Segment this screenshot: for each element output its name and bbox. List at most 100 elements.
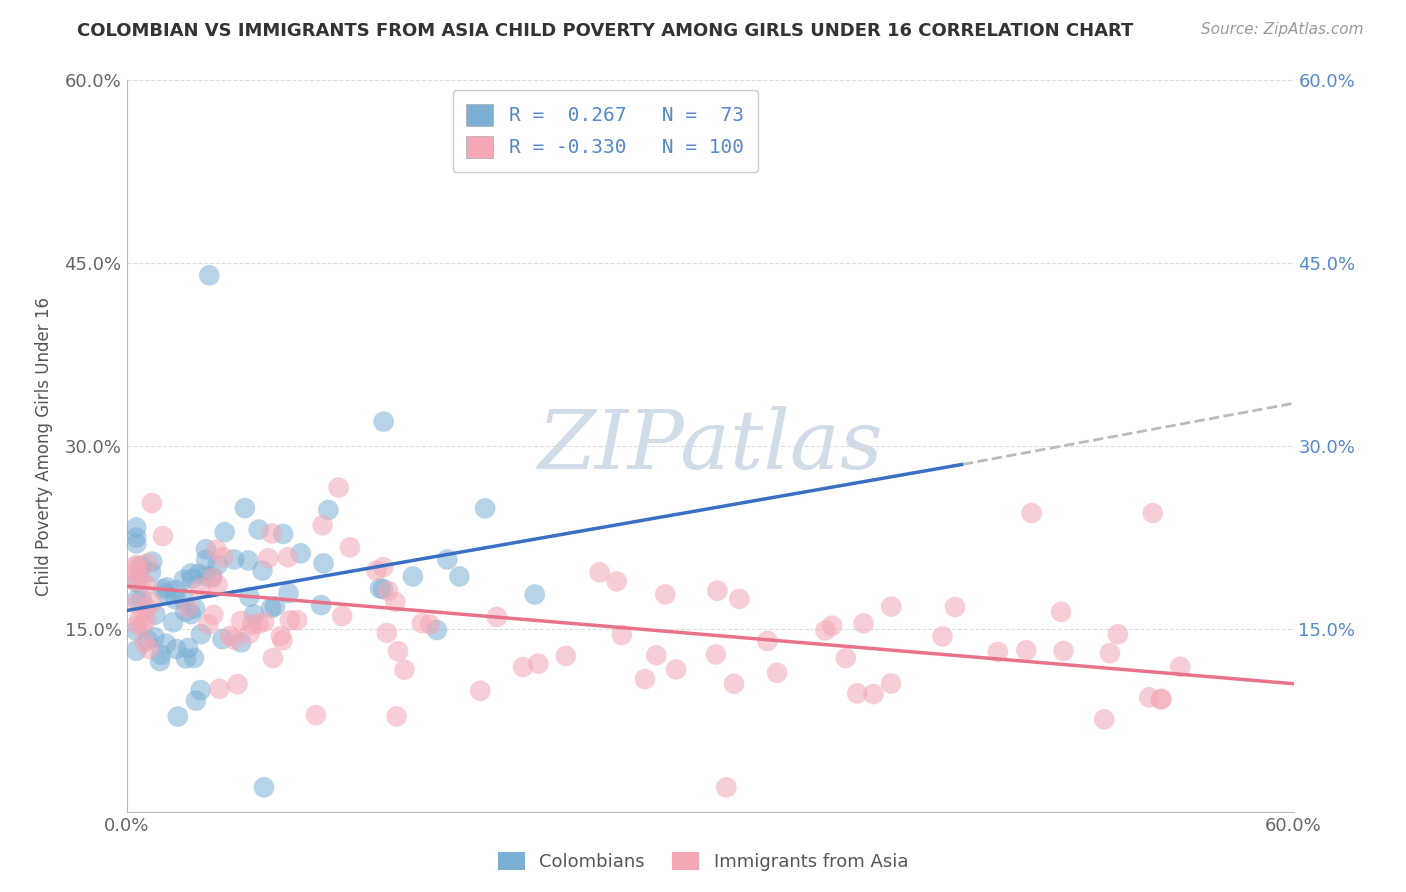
Point [125, 558, 148, 572]
Point [385, 709, 408, 723]
Point [523, 587, 546, 601]
Point [402, 569, 425, 583]
Point [814, 624, 837, 638]
Point [485, 610, 508, 624]
Text: ZIPatlas: ZIPatlas [537, 406, 883, 486]
Point [207, 558, 229, 572]
Point [852, 616, 875, 631]
Point [665, 662, 688, 676]
Point [128, 612, 150, 626]
Point [880, 676, 903, 690]
Point [125, 520, 148, 534]
Point [197, 617, 219, 632]
Y-axis label: Child Poverty Among Girls Under 16: Child Poverty Among Girls Under 16 [35, 296, 53, 596]
Point [821, 618, 844, 632]
Point [136, 557, 159, 571]
Point [224, 552, 246, 566]
Point [987, 645, 1010, 659]
Point [610, 628, 633, 642]
Point [183, 651, 205, 665]
Point [247, 616, 270, 631]
Point [411, 616, 433, 631]
Point [756, 634, 779, 648]
Point [426, 623, 449, 637]
Point [180, 566, 202, 581]
Point [527, 657, 550, 671]
Point [247, 523, 270, 537]
Point [162, 615, 184, 630]
Point [143, 607, 166, 622]
Point [134, 635, 156, 649]
Point [931, 629, 953, 643]
Point [253, 615, 276, 629]
Text: Source: ZipAtlas.com: Source: ZipAtlas.com [1201, 22, 1364, 37]
Point [1107, 627, 1129, 641]
Point [554, 648, 576, 663]
Point [165, 642, 187, 657]
Point [150, 648, 173, 662]
Point [208, 681, 231, 696]
Point [716, 780, 738, 795]
Point [285, 613, 308, 627]
Point [125, 566, 148, 580]
Point [174, 651, 197, 665]
Point [1137, 690, 1160, 705]
Point [260, 526, 283, 541]
Point [125, 624, 148, 638]
Point [136, 633, 159, 648]
Point [205, 542, 228, 557]
Point [141, 496, 163, 510]
Point [141, 596, 163, 610]
Point [723, 677, 745, 691]
Legend: Colombians, Immigrants from Asia: Colombians, Immigrants from Asia [491, 845, 915, 879]
Point [371, 582, 394, 596]
Point [264, 599, 287, 614]
Point [257, 551, 280, 566]
Point [125, 574, 148, 588]
Point [131, 592, 153, 607]
Point [194, 569, 217, 583]
Point [606, 574, 628, 589]
Point [270, 629, 292, 643]
Point [305, 708, 328, 723]
Point [835, 651, 858, 665]
Point [190, 627, 212, 641]
Point [449, 569, 471, 583]
Point [1098, 646, 1121, 660]
Point [470, 683, 492, 698]
Point [419, 617, 441, 632]
Point [195, 553, 218, 567]
Point [181, 572, 204, 586]
Point [174, 605, 197, 619]
Point [190, 683, 212, 698]
Point [214, 525, 236, 540]
Point [278, 613, 301, 627]
Point [880, 599, 903, 614]
Point [135, 613, 157, 627]
Point [373, 560, 395, 574]
Point [634, 672, 657, 686]
Point [165, 592, 187, 607]
Point [366, 564, 388, 578]
Point [588, 566, 610, 580]
Legend: R =  0.267   N =  73, R = -0.330   N = 100: R = 0.267 N = 73, R = -0.330 N = 100 [453, 90, 758, 172]
Point [260, 601, 283, 615]
Point [218, 629, 240, 643]
Point [384, 595, 406, 609]
Point [252, 564, 274, 578]
Point [233, 501, 256, 516]
Point [184, 601, 207, 615]
Point [240, 618, 263, 632]
Point [212, 550, 235, 565]
Point [180, 607, 202, 622]
Point [166, 709, 188, 723]
Point [387, 644, 409, 658]
Point [309, 598, 332, 612]
Point [271, 633, 294, 648]
Point [125, 597, 148, 611]
Point [1150, 691, 1173, 706]
Point [238, 590, 260, 604]
Point [125, 536, 148, 550]
Point [312, 557, 335, 571]
Point [187, 566, 209, 581]
